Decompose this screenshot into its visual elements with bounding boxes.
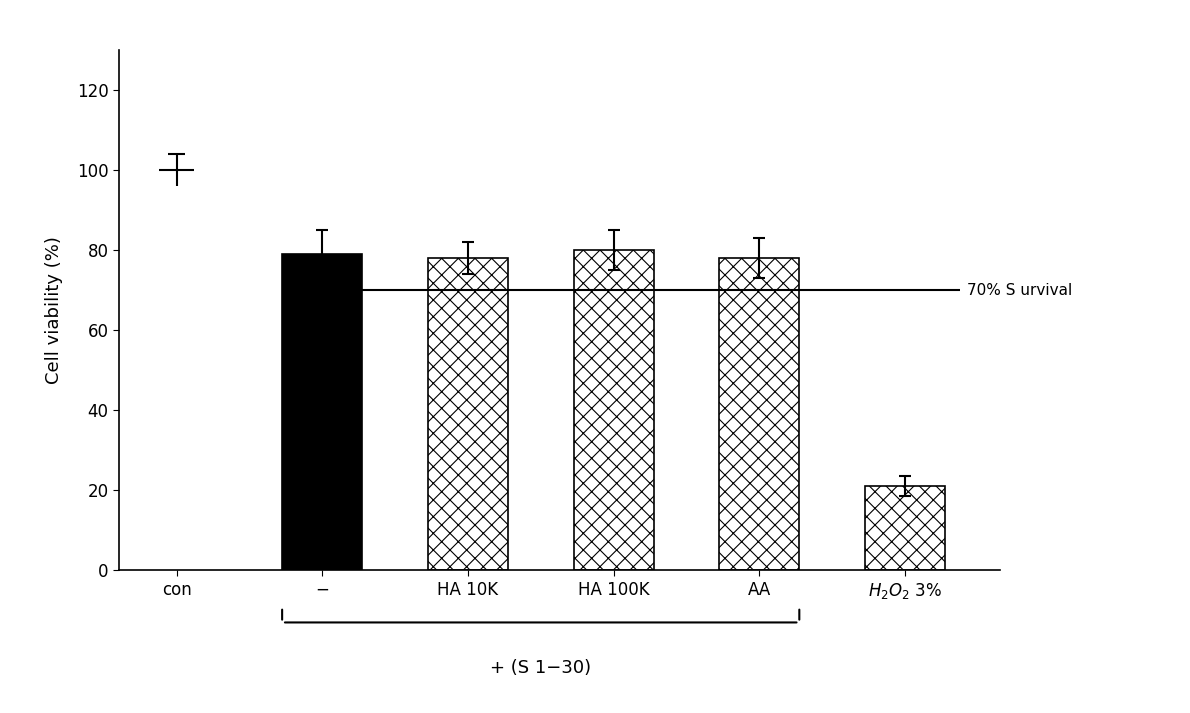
Text: 70% S urvival: 70% S urvival [966, 282, 1072, 297]
Bar [428, 258, 508, 570]
Y-axis label: Cell viability (%): Cell viability (%) [45, 236, 63, 384]
Bar [574, 250, 653, 570]
Bar [865, 486, 945, 570]
Bar [719, 258, 800, 570]
Text: + (S 1−30): + (S 1−30) [490, 659, 591, 677]
Bar [282, 254, 362, 570]
